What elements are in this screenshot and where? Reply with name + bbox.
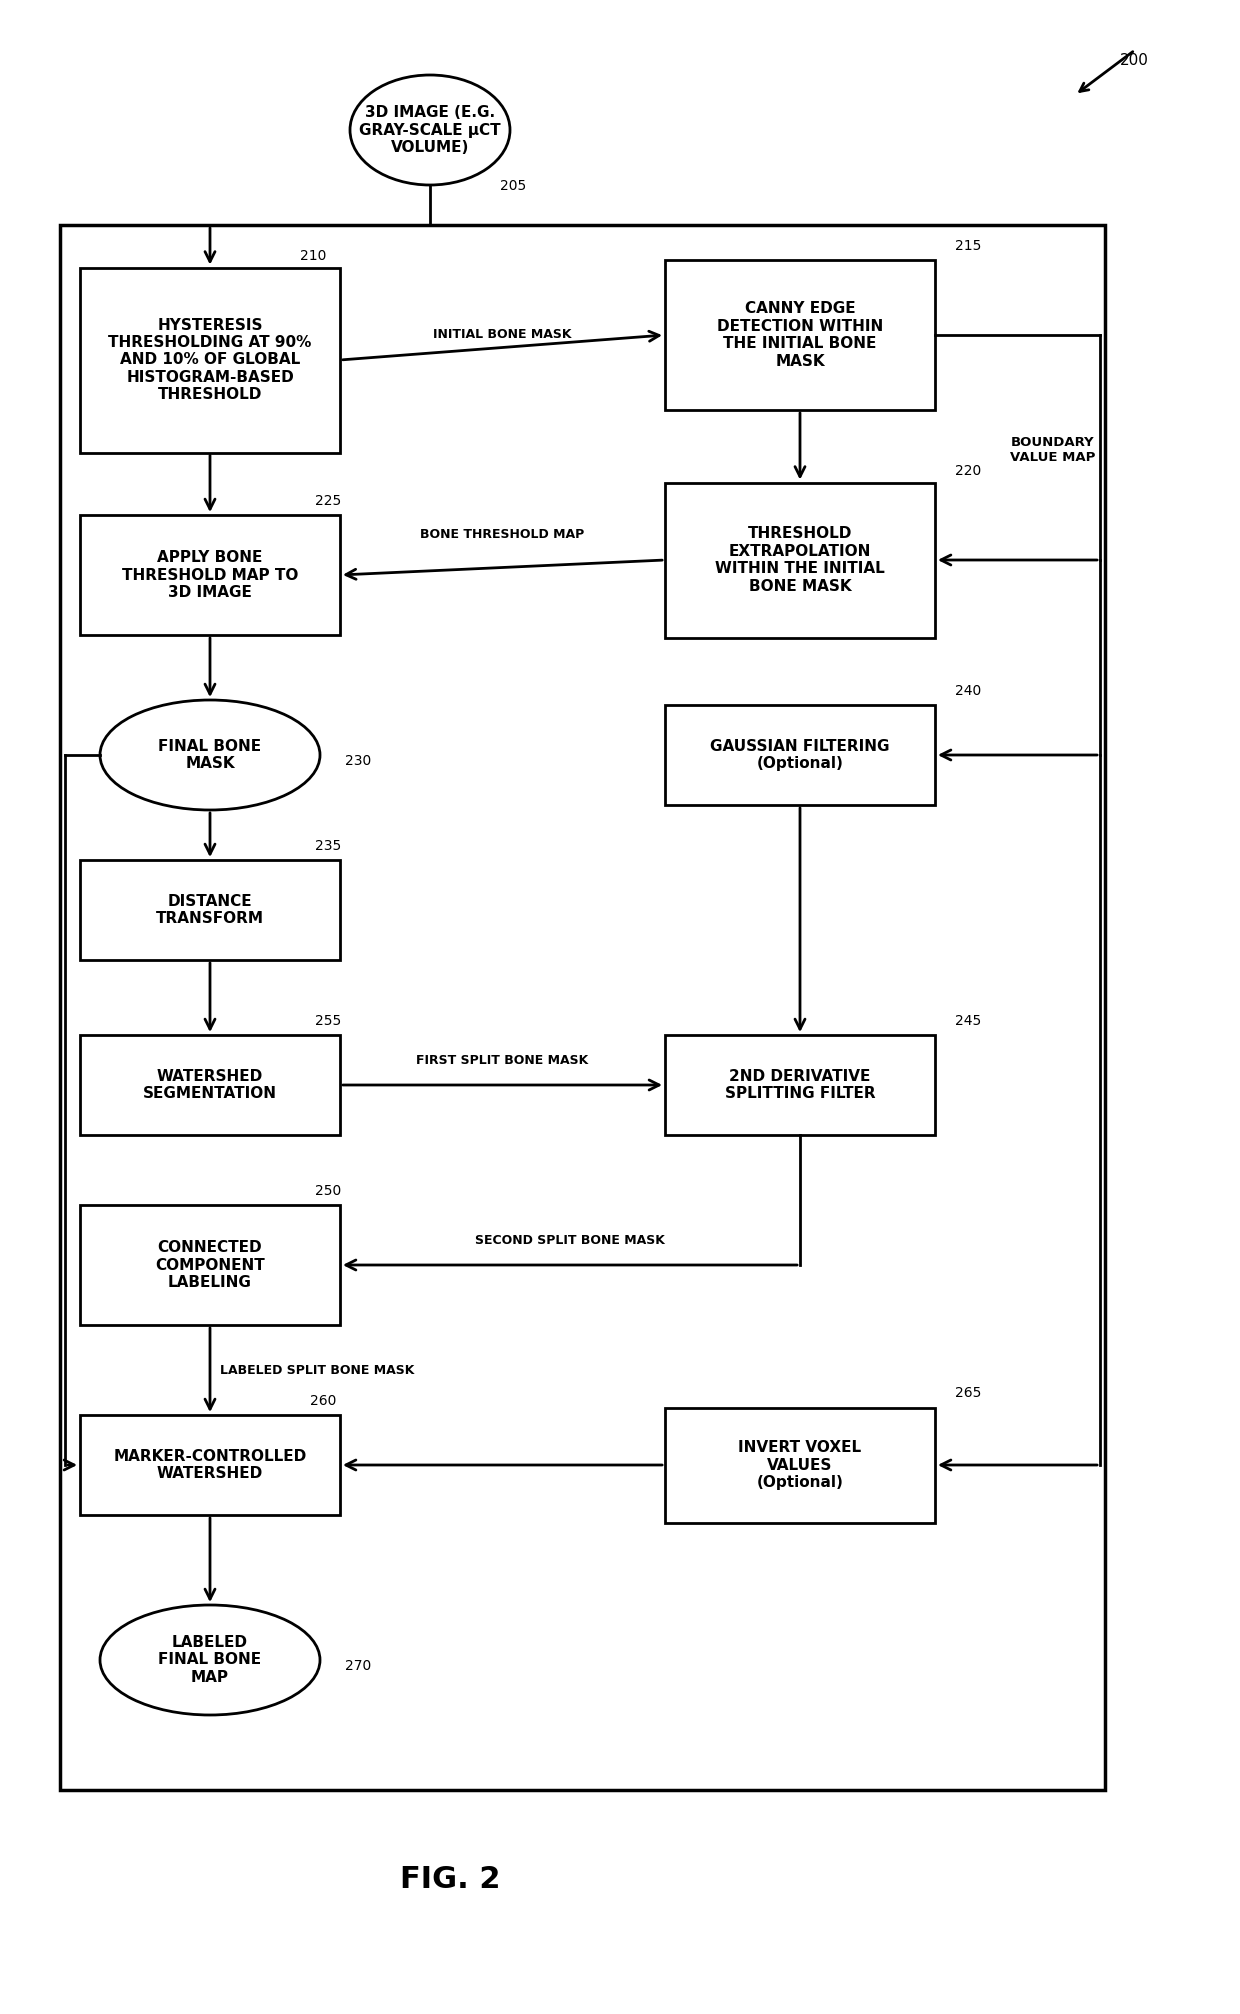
Text: MARKER-CONTROLLED
WATERSHED: MARKER-CONTROLLED WATERSHED <box>113 1448 306 1480</box>
Text: 255: 255 <box>315 1013 341 1027</box>
FancyBboxPatch shape <box>81 860 340 961</box>
Text: 250: 250 <box>315 1184 341 1198</box>
Text: 245: 245 <box>955 1013 981 1027</box>
FancyBboxPatch shape <box>81 1204 340 1325</box>
Text: THRESHOLD
EXTRAPOLATION
WITHIN THE INITIAL
BONE MASK: THRESHOLD EXTRAPOLATION WITHIN THE INITI… <box>715 526 885 594</box>
FancyBboxPatch shape <box>81 516 340 634</box>
Text: LABELED
FINAL BONE
MAP: LABELED FINAL BONE MAP <box>159 1635 262 1686</box>
Text: FINAL BONE
MASK: FINAL BONE MASK <box>159 739 262 771</box>
Ellipse shape <box>100 701 320 810</box>
Text: 215: 215 <box>955 240 981 254</box>
Text: 2ND DERIVATIVE
SPLITTING FILTER: 2ND DERIVATIVE SPLITTING FILTER <box>724 1069 875 1102</box>
Text: 3D IMAGE (E.G.
GRAY-SCALE μCT
VOLUME): 3D IMAGE (E.G. GRAY-SCALE μCT VOLUME) <box>360 105 501 155</box>
FancyBboxPatch shape <box>665 1408 935 1523</box>
FancyBboxPatch shape <box>665 483 935 638</box>
FancyBboxPatch shape <box>665 705 935 806</box>
Text: 260: 260 <box>310 1394 336 1408</box>
Text: 265: 265 <box>955 1386 981 1400</box>
Text: 210: 210 <box>300 250 326 264</box>
Ellipse shape <box>100 1605 320 1716</box>
FancyBboxPatch shape <box>81 268 340 453</box>
Text: 225: 225 <box>315 493 341 508</box>
Text: FIG. 2: FIG. 2 <box>399 1865 500 1895</box>
FancyBboxPatch shape <box>665 1035 935 1136</box>
Text: 240: 240 <box>955 685 981 699</box>
Text: LABELED SPLIT BONE MASK: LABELED SPLIT BONE MASK <box>219 1363 414 1376</box>
Text: 235: 235 <box>315 840 341 854</box>
Text: CANNY EDGE
DETECTION WITHIN
THE INITIAL BONE
MASK: CANNY EDGE DETECTION WITHIN THE INITIAL … <box>717 302 883 369</box>
Text: DISTANCE
TRANSFORM: DISTANCE TRANSFORM <box>156 894 264 926</box>
Text: HYSTERESIS
THRESHOLDING AT 90%
AND 10% OF GLOBAL
HISTOGRAM-BASED
THRESHOLD: HYSTERESIS THRESHOLDING AT 90% AND 10% O… <box>108 318 311 403</box>
Text: BOUNDARY
VALUE MAP: BOUNDARY VALUE MAP <box>1011 435 1095 463</box>
Text: GAUSSIAN FILTERING
(Optional): GAUSSIAN FILTERING (Optional) <box>711 739 890 771</box>
Text: SECOND SPLIT BONE MASK: SECOND SPLIT BONE MASK <box>475 1233 665 1247</box>
Text: BONE THRESHOLD MAP: BONE THRESHOLD MAP <box>420 528 584 542</box>
Text: WATERSHED
SEGMENTATION: WATERSHED SEGMENTATION <box>143 1069 277 1102</box>
Text: 220: 220 <box>955 463 981 477</box>
Text: CONNECTED
COMPONENT
LABELING: CONNECTED COMPONENT LABELING <box>155 1241 265 1289</box>
Text: 205: 205 <box>500 179 526 193</box>
Text: INVERT VOXEL
VALUES
(Optional): INVERT VOXEL VALUES (Optional) <box>739 1440 862 1490</box>
Text: FIRST SPLIT BONE MASK: FIRST SPLIT BONE MASK <box>417 1053 589 1067</box>
Text: INITIAL BONE MASK: INITIAL BONE MASK <box>433 328 572 342</box>
Text: APPLY BONE
THRESHOLD MAP TO
3D IMAGE: APPLY BONE THRESHOLD MAP TO 3D IMAGE <box>122 550 298 600</box>
Text: 200: 200 <box>1120 52 1149 68</box>
FancyBboxPatch shape <box>665 260 935 411</box>
Text: 230: 230 <box>345 753 371 767</box>
FancyBboxPatch shape <box>81 1035 340 1136</box>
Text: 270: 270 <box>345 1660 371 1674</box>
Ellipse shape <box>350 75 510 185</box>
FancyBboxPatch shape <box>81 1416 340 1515</box>
